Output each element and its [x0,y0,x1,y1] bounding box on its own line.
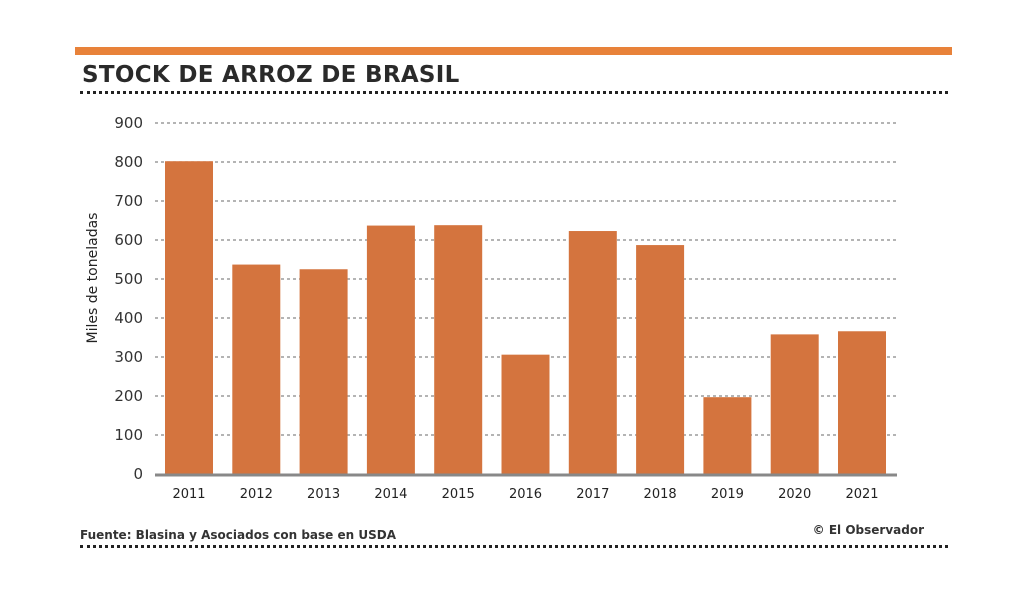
y-tick-label: 500 [114,270,143,288]
chart-title: STOCK DE ARROZ DE BRASIL [82,62,460,88]
y-tick-label: 100 [114,426,143,444]
bar-2017 [568,231,617,474]
y-tick-label: 800 [114,153,143,171]
x-tick-label: 2019 [711,487,744,502]
x-tick-label: 2015 [442,487,475,502]
x-tick-label: 2021 [845,487,878,502]
publisher-credit: © El Observador [812,523,924,537]
y-tick-label: 0 [133,465,143,483]
y-tick-label: 400 [114,309,143,327]
title-divider [80,91,948,94]
bar-2016 [501,354,550,474]
bar-2019 [703,397,752,474]
y-tick-label: 600 [114,231,143,249]
x-tick-label: 2011 [172,487,205,502]
x-tick-label: 2017 [576,487,609,502]
bar-2015 [434,225,483,474]
x-tick-label: 2016 [509,487,542,502]
y-axis-label: Miles de toneladas [85,213,101,344]
y-axis-ticks: 0 100 200 300 400 500 600 700 800 900 [114,114,143,483]
source-note: Fuente: Blasina y Asociados con base en … [80,528,396,542]
x-tick-label: 2013 [307,487,340,502]
bars [155,161,897,477]
bar-2021 [838,331,886,474]
bar-2012 [232,264,281,474]
top-accent-bar [75,47,952,55]
bar-2014 [366,225,415,474]
bar-2013 [299,269,348,474]
x-tick-label: 2014 [374,487,407,502]
bar-2011 [165,161,213,474]
y-tick-label: 700 [114,192,143,210]
footer-divider [80,545,948,548]
x-tick-label: 2020 [778,487,811,502]
x-axis-ticks: 2011 2012 2013 2014 2015 2016 2017 2018 2019 2020… [172,487,878,502]
bar-2020 [770,334,819,474]
x-tick-label: 2012 [240,487,273,502]
bar-2018 [636,245,685,474]
y-tick-label: 300 [114,348,143,366]
y-tick-label: 200 [114,387,143,405]
y-tick-label: 900 [114,114,143,132]
x-tick-label: 2018 [644,487,677,502]
